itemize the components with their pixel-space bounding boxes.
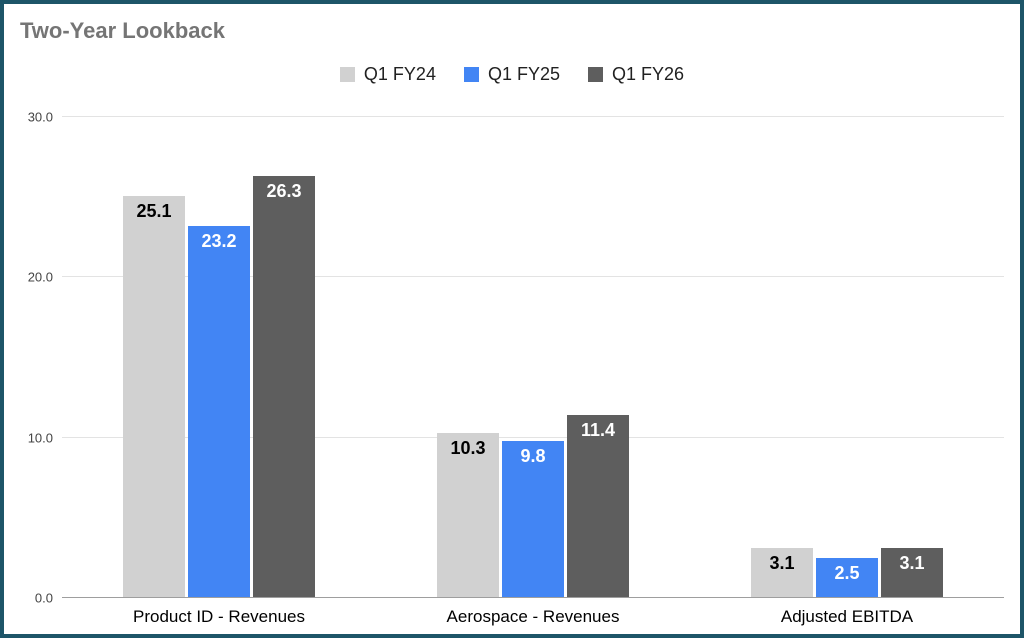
bar-value-label: 26.3 (266, 181, 302, 202)
bar: 11.4 (567, 415, 629, 598)
legend-swatch-icon (463, 67, 479, 82)
plot-region: 25.1 23.2 26.3 10.3 9.8 11.4 3.1 2.5 3.1 0.0 10.0… (28, 110, 1004, 634)
x-axis-line (62, 597, 1004, 598)
y-tick-label: 10.0 (27, 430, 53, 446)
x-axis-labels: Product ID - Revenues Aerospace - Revenue… (62, 598, 1004, 627)
bar: 26.3 (253, 176, 315, 598)
legend-item: Q1 FY25 (463, 64, 561, 85)
bar-value-label: 10.3 (450, 437, 486, 458)
bar: 23.2 (188, 226, 250, 598)
y-tick-label: 0.0 (34, 590, 53, 606)
x-axis-label: Product ID - Revenues (133, 607, 305, 626)
legend-swatch-icon (588, 67, 604, 82)
chart-title: Two-Year Lookback (20, 18, 225, 43)
legend-label: Q1 FY25 (487, 64, 561, 84)
bar-value-label: 2.5 (834, 562, 860, 583)
bar-group: 3.1 2.5 3.1 (690, 117, 1004, 598)
bar: 9.8 (502, 440, 564, 598)
bar: 3.1 (751, 548, 813, 598)
legend-label: Q1 FY24 (363, 64, 436, 84)
bar-group: 10.3 9.8 11.4 (376, 117, 690, 598)
bar-groups: 25.1 23.2 26.3 10.3 9.8 11.4 3.1 2.5 3.1 (62, 117, 1004, 598)
bar: 2.5 (816, 557, 878, 598)
bar-group: 25.1 23.2 26.3 (62, 117, 376, 598)
legend-item: Q1 FY24 (339, 64, 436, 85)
bar-value-label: 23.2 (201, 231, 237, 252)
plot-area: 25.1 23.2 26.3 10.3 9.8 11.4 3.1 2.5 3.1 0.0 10.0… (28, 110, 1004, 606)
bar-value-label: 9.8 (520, 445, 546, 466)
bar: 25.1 (123, 195, 185, 598)
x-axis-label: Aerospace - Revenues (446, 607, 620, 626)
legend-item: Q1 FY26 (588, 64, 684, 85)
bar-value-label: 3.1 (899, 553, 925, 574)
gridline (62, 116, 1004, 117)
legend: Q1 FY24 Q1 FY25 Q1 FY26 (4, 64, 1020, 85)
bar: 3.1 (881, 548, 943, 598)
bar-value-label: 25.1 (136, 200, 172, 221)
x-axis-label: Adjusted EBITDA (780, 607, 914, 626)
legend-swatch-icon (339, 67, 355, 82)
bar-value-label: 3.1 (769, 553, 795, 574)
legend-label: Q1 FY26 (612, 64, 685, 84)
gridline (62, 276, 1004, 278)
bar-value-label: 11.4 (580, 420, 616, 441)
gridline (62, 436, 1004, 438)
bar: 10.3 (437, 432, 499, 598)
y-tick-label: 20.0 (27, 269, 53, 285)
y-tick-label: 30.0 (27, 109, 53, 125)
